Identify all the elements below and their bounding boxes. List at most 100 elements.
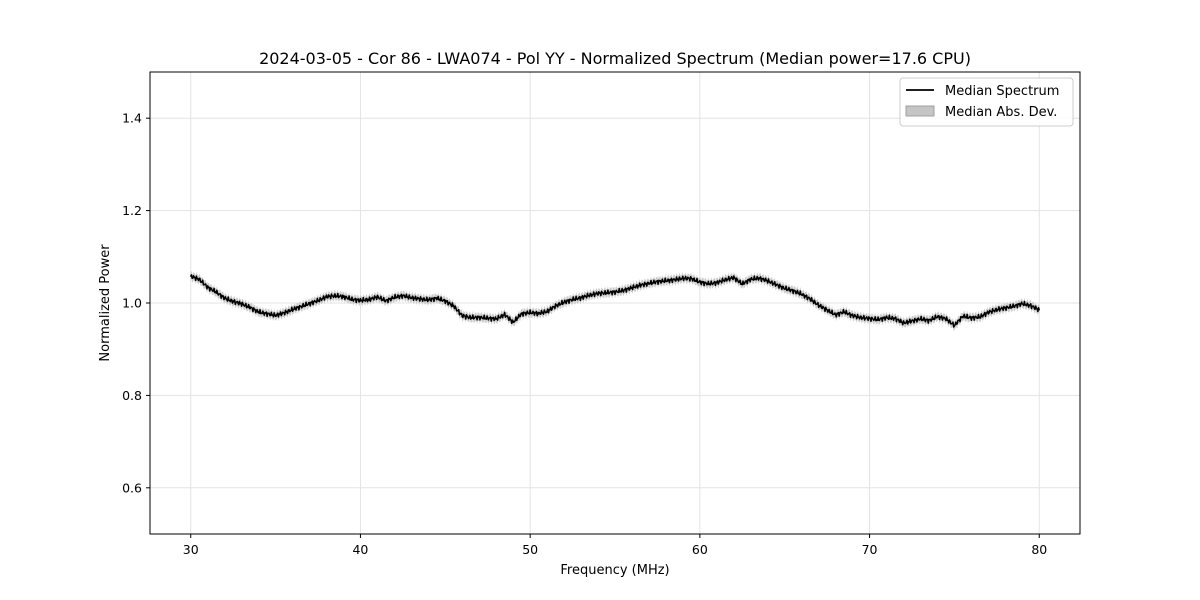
median-spectrum-point: [546, 311, 548, 313]
median-spectrum-point: [410, 296, 412, 299]
median-spectrum-point: [283, 312, 285, 314]
median-spectrum-point: [809, 298, 811, 300]
legend-box: [899, 77, 1074, 127]
median-spectrum-point: [198, 278, 200, 280]
median-spectrum-point: [224, 296, 226, 299]
median-spectrum-point: [555, 306, 557, 308]
median-spectrum-point: [538, 313, 540, 315]
median-spectrum-point: [851, 314, 854, 316]
median-spectrum-point: [461, 314, 463, 316]
median-spectrum-point: [1013, 306, 1015, 308]
median-spectrum-point: [945, 318, 947, 320]
x-tick-label: 50: [522, 542, 538, 557]
median-spectrum-point: [665, 279, 667, 281]
median-spectrum-point: [487, 317, 489, 319]
median-spectrum-point: [784, 288, 786, 290]
median-spectrum-point: [393, 296, 395, 299]
median-spectrum-point: [291, 308, 294, 311]
median-spectrum-point: [987, 312, 989, 314]
median-spectrum-point: [1021, 303, 1023, 305]
median-spectrum-point: [512, 321, 514, 323]
median-spectrum-point: [716, 282, 718, 284]
median-spectrum-point: [631, 286, 633, 288]
median-spectrum-point: [750, 279, 752, 281]
median-spectrum-point: [894, 317, 896, 319]
median-spectrum-point: [359, 300, 362, 302]
median-spectrum-point: [597, 293, 599, 295]
median-spectrum-point: [529, 312, 531, 314]
median-spectrum-point: [843, 310, 845, 312]
median-spectrum-point: [588, 295, 591, 297]
median-spectrum-point: [970, 318, 972, 320]
median-spectrum-point: [342, 296, 345, 299]
legend-label-median-abs-dev: Median Abs. Dev.: [945, 105, 1057, 120]
median-spectrum-point: [334, 295, 336, 298]
median-spectrum-point: [639, 283, 642, 286]
median-spectrum-point: [682, 276, 684, 279]
legend: Median Spectrum Median Abs. Dev.: [899, 77, 1074, 127]
median-spectrum-point: [317, 300, 319, 302]
median-spectrum-point: [911, 319, 913, 322]
median-spectrum-point: [885, 316, 888, 318]
median-spectrum-point: [605, 292, 608, 294]
y-axis-label: Normalized Power: [98, 244, 113, 362]
median-spectrum-point: [563, 302, 565, 304]
median-spectrum-point: [741, 283, 743, 286]
median-spectrum-point: [325, 296, 328, 299]
median-spectrum-point: [368, 299, 370, 301]
median-spectrum-line: [190, 274, 1040, 328]
legend-band-swatch: [905, 105, 935, 117]
median-spectrum-point: [648, 282, 650, 284]
median-spectrum-point: [690, 277, 692, 279]
median-spectrum-point: [1038, 309, 1040, 311]
median-spectrum-point: [504, 313, 506, 316]
median-spectrum-point: [919, 318, 922, 320]
median-spectrum-point: [699, 281, 701, 283]
median-spectrum-point: [351, 299, 353, 301]
median-spectrum-point: [495, 318, 497, 320]
median-spectrum-point: [521, 313, 523, 315]
median-spectrum-point: [775, 284, 777, 287]
y-tick-label: 0.8: [122, 388, 142, 403]
median-spectrum-point: [801, 294, 803, 296]
x-tick-label: 80: [1031, 542, 1047, 557]
y-tick-label: 0.6: [122, 480, 142, 495]
median-spectrum-point: [962, 316, 964, 318]
chart-title: 2024-03-05 - Cor 86 - LWA074 - Pol YY - …: [259, 49, 971, 68]
median-spectrum-point: [232, 300, 234, 302]
median-spectrum-point: [928, 319, 930, 322]
median-spectrum-point: [402, 295, 404, 297]
median-spectrum-point: [758, 278, 760, 280]
median-spectrum-point: [436, 296, 438, 299]
y-tick-label: 1.2: [122, 203, 142, 218]
median-spectrum-point: [419, 297, 421, 299]
median-spectrum-point: [826, 309, 828, 311]
y-tick-label: 1.4: [122, 111, 142, 126]
median-spectrum-point: [241, 302, 243, 304]
median-spectrum-point: [207, 286, 209, 288]
ticks: 30 40 50 60 70 80 0.6 0.8 1.0 1.2 1.4: [122, 111, 1047, 557]
median-spectrum-point: [427, 298, 429, 300]
median-spectrum-point: [936, 316, 939, 318]
median-spectrum-point: [453, 304, 455, 306]
median-spectrum-point: [767, 281, 769, 283]
median-spectrum-point: [860, 316, 862, 318]
x-axis-label: Frequency (MHz): [560, 563, 669, 578]
x-tick-label: 60: [692, 542, 708, 557]
median-spectrum-point: [996, 309, 998, 311]
median-spectrum-point: [580, 297, 582, 299]
median-spectrum-point: [868, 317, 871, 319]
median-spectrum-point: [1004, 307, 1006, 310]
median-spectrum-point: [953, 325, 956, 327]
median-spectrum-point: [266, 312, 268, 314]
median-spectrum-point: [308, 303, 311, 305]
median-spectrum-point: [1030, 305, 1032, 307]
median-spectrum-point: [818, 304, 820, 306]
median-spectrum-point: [470, 316, 472, 318]
median-spectrum-point: [656, 280, 659, 282]
median-spectrum-point: [733, 277, 735, 279]
median-spectrum-point: [902, 321, 905, 323]
median-spectrum-point: [571, 299, 574, 301]
median-spectrum-point: [258, 310, 260, 312]
